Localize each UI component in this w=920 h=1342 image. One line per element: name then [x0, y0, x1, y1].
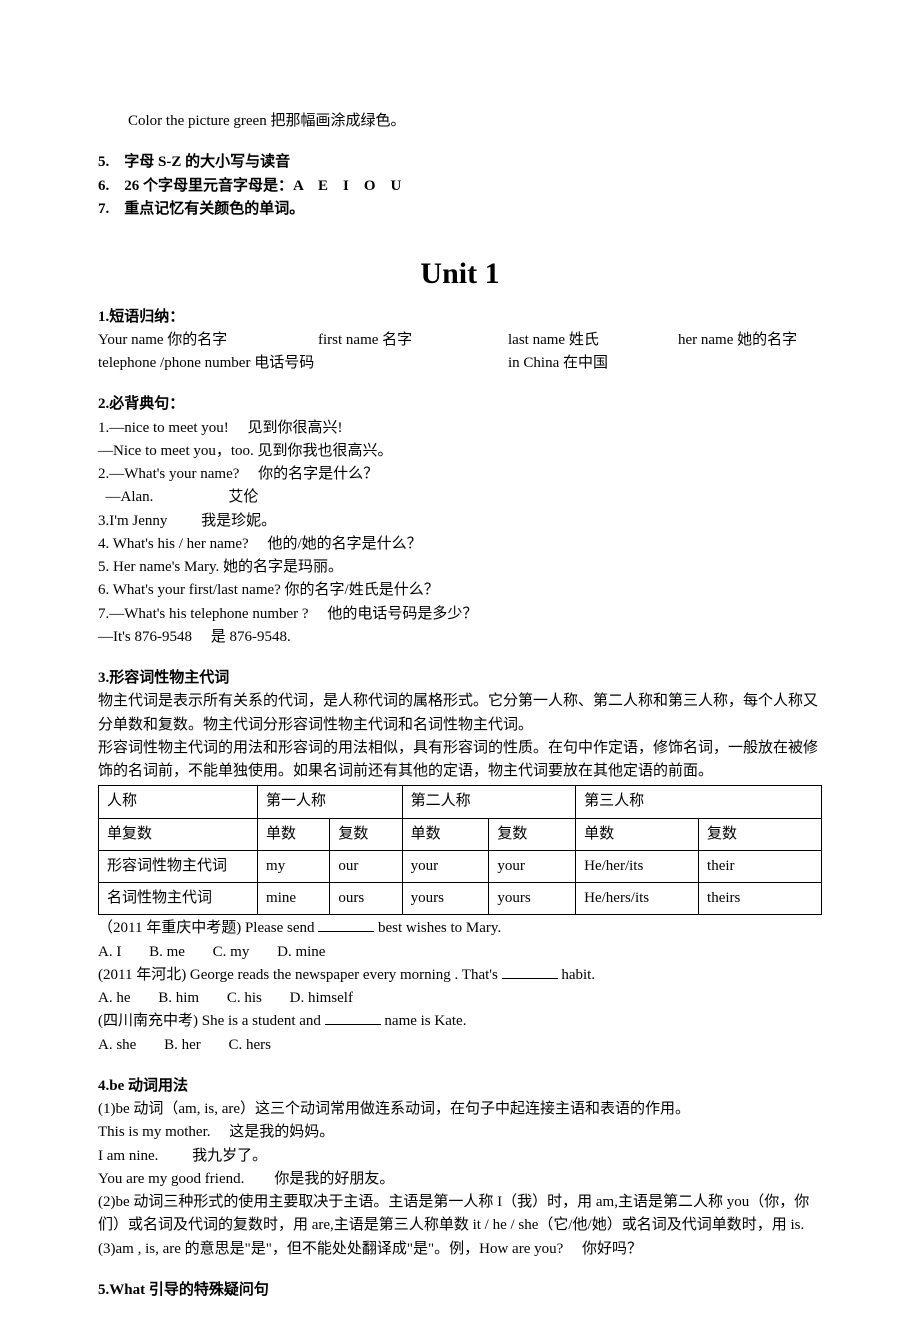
q2-pre: (2011 年河北) George reads the newspaper ev…	[98, 967, 502, 983]
sentence: 3.I'm Jenny 我是珍妮。	[98, 510, 822, 533]
table-cell: ours	[330, 883, 402, 915]
option-c: C. his	[227, 987, 262, 1010]
section-4-head: 4.be 动词用法	[98, 1075, 822, 1098]
table-cell: yours	[489, 883, 576, 915]
sentence: —Nice to meet you，too. 见到你我也很高兴。	[98, 440, 822, 463]
phrase: first name 名字	[318, 329, 508, 352]
phrase: her name 她的名字	[678, 329, 822, 352]
question-3: (四川南充中考) She is a student and name is Ka…	[98, 1010, 822, 1033]
option-d: D. mine	[277, 941, 325, 964]
table-cell: your	[489, 850, 576, 882]
sentence: 2.—What's your name? 你的名字是什么？	[98, 463, 822, 486]
option-a: A. she	[98, 1034, 136, 1057]
section-1-head: 1.短语归纳：	[98, 306, 822, 329]
phrase: Your name 你的名字	[98, 329, 318, 352]
sentence: —Alan. 艾伦	[98, 486, 822, 509]
sentence: 5. Her name's Mary. 她的名字是玛丽。	[98, 556, 822, 579]
table-cell: 第二人称	[402, 786, 576, 818]
example: I am nine. 我九岁了。	[98, 1145, 822, 1168]
q3-post: name is Kate.	[381, 1013, 467, 1029]
option-c: C. my	[213, 941, 250, 964]
paragraph: 物主代词是表示所有关系的代词，是人称代词的属格形式。它分第一人称、第二人称和第三…	[98, 690, 822, 737]
unit-title: Unit 1	[98, 251, 822, 298]
table-cell: 复数	[489, 818, 576, 850]
table-cell: theirs	[699, 883, 822, 915]
blank	[325, 1010, 381, 1025]
phrase-row-2: telephone /phone number 电话号码 in China 在中…	[98, 352, 822, 375]
q3-pre: (四川南充中考) She is a student and	[98, 1013, 325, 1029]
table-cell: yours	[402, 883, 489, 915]
section-5-head: 5.What 引导的特殊疑问句	[98, 1279, 822, 1302]
table-cell: my	[258, 850, 330, 882]
list-item-7: 7. 重点记忆有关颜色的单词。	[98, 198, 822, 221]
table-cell: mine	[258, 883, 330, 915]
table-row: 名词性物主代词 mine ours yours yours He/hers/it…	[99, 883, 822, 915]
option-d: D. himself	[290, 987, 353, 1010]
table-cell: 名词性物主代词	[99, 883, 258, 915]
table-cell: 人称	[99, 786, 258, 818]
q1-pre: （2011 年重庆中考题) Please send	[98, 920, 318, 936]
paragraph: (2)be 动词三种形式的使用主要取决于主语。主语是第一人称 I（我）时，用 a…	[98, 1191, 822, 1238]
table-row: 形容词性物主代词 my our your your He/her/its the…	[99, 850, 822, 882]
paragraph: (3)am , is, are 的意思是"是"，但不能处处翻译成"是"。例，Ho…	[98, 1238, 822, 1261]
table-row: 人称 第一人称 第二人称 第三人称	[99, 786, 822, 818]
option-a: A. he	[98, 987, 131, 1010]
sentence: 7.—What's his telephone number ? 他的电话号码是…	[98, 603, 822, 626]
option-b: B. me	[149, 941, 185, 964]
table-cell: 复数	[330, 818, 402, 850]
section-3-head: 3.形容词性物主代词	[98, 667, 822, 690]
option-b: B. him	[158, 987, 199, 1010]
q2-options: A. he B. him C. his D. himself	[98, 987, 822, 1010]
phrase-row-1: Your name 你的名字 first name 名字 last name 姓…	[98, 329, 822, 352]
option-a: A. I	[98, 941, 121, 964]
q1-post: best wishes to Mary.	[374, 920, 501, 936]
question-2: (2011 年河北) George reads the newspaper ev…	[98, 964, 822, 987]
table-cell: their	[699, 850, 822, 882]
sentence: 4. What's his / her name? 他的/她的名字是什么？	[98, 533, 822, 556]
top-example: Color the picture green 把那幅画涂成绿色。	[98, 110, 822, 133]
q1-options: A. I B. me C. my D. mine	[98, 941, 822, 964]
option-c: C. hers	[229, 1034, 272, 1057]
section-2-head: 2.必背典句：	[98, 393, 822, 416]
blank	[318, 917, 374, 932]
table-cell: 第一人称	[258, 786, 403, 818]
table-cell: your	[402, 850, 489, 882]
phrase: last name 姓氏	[508, 329, 678, 352]
q3-options: A. she B. her C. hers	[98, 1034, 822, 1057]
example: This is my mother. 这是我的妈妈。	[98, 1121, 822, 1144]
phrase: in China 在中国	[508, 352, 608, 375]
q2-post: habit.	[558, 967, 596, 983]
option-b: B. her	[164, 1034, 201, 1057]
question-1: （2011 年重庆中考题) Please send best wishes to…	[98, 917, 822, 940]
sentence: 6. What's your first/last name? 你的名字/姓氏是…	[98, 579, 822, 602]
table-cell: 形容词性物主代词	[99, 850, 258, 882]
sentence: —It's 876-9548 是 876-9548.	[98, 626, 822, 649]
paragraph: (1)be 动词（am, is, are）这三个动词常用做连系动词，在句子中起连…	[98, 1098, 822, 1121]
table-cell: 单数	[402, 818, 489, 850]
table-cell: our	[330, 850, 402, 882]
paragraph: 形容词性物主代词的用法和形容词的用法相似，具有形容词的性质。在句中作定语，修饰名…	[98, 737, 822, 784]
table-row: 单复数 单数 复数 单数 复数 单数 复数	[99, 818, 822, 850]
table-cell: He/her/its	[576, 850, 699, 882]
blank	[502, 964, 558, 979]
sentence: 1.—nice to meet you! 见到你很高兴!	[98, 417, 822, 440]
table-cell: 复数	[699, 818, 822, 850]
list-item-5: 5. 字母 S-Z 的大小写与读音	[98, 151, 822, 174]
table-cell: 单复数	[99, 818, 258, 850]
list-item-6: 6. 26 个字母里元音字母是：A E I O U	[98, 175, 822, 198]
table-cell: 第三人称	[576, 786, 822, 818]
table-cell: 单数	[576, 818, 699, 850]
table-cell: He/hers/its	[576, 883, 699, 915]
phrase: telephone /phone number 电话号码	[98, 352, 508, 375]
pronoun-table: 人称 第一人称 第二人称 第三人称 单复数 单数 复数 单数 复数 单数 复数 …	[98, 785, 822, 915]
table-cell: 单数	[258, 818, 330, 850]
example: You are my good friend. 你是我的好朋友。	[98, 1168, 822, 1191]
